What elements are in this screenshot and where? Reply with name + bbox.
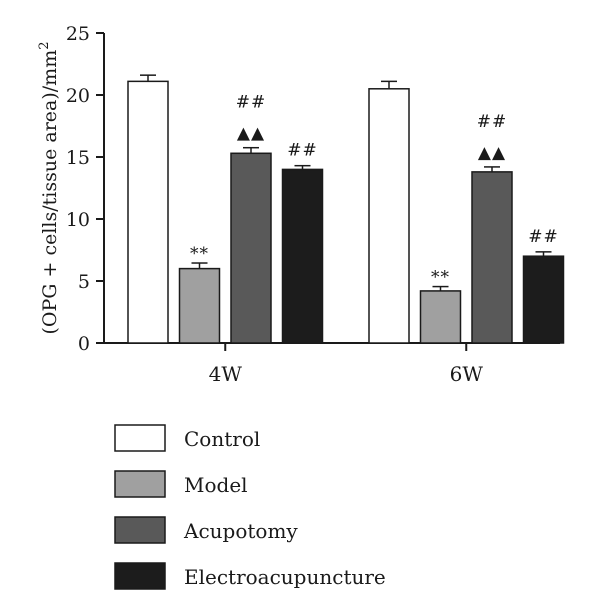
x-tick-label-4W: 4W	[209, 362, 243, 386]
annotation-model-6W: **	[431, 268, 450, 288]
y-axis: 0 5 10 15 20 25	[66, 23, 105, 355]
legend-swatch-model	[114, 470, 166, 498]
y-tick-label-2: 10	[66, 209, 90, 231]
y-tick-label-0: 0	[78, 333, 90, 355]
bars	[127, 74, 565, 344]
bar-model-6W	[419, 290, 462, 344]
x-tick-label-6W: 6W	[450, 362, 484, 386]
y-tick-label-4: 20	[66, 85, 90, 107]
legend-label-model: Model	[184, 473, 248, 497]
bar-acupotomy-4W	[230, 152, 272, 344]
annotation-extra-1: ##	[477, 112, 508, 132]
annotation-electroacupuncture-6W: ##	[528, 227, 559, 247]
annotation-acupotomy-6W: ▲▲	[478, 143, 506, 163]
annotation-acupotomy-4W: ▲▲	[237, 124, 265, 144]
bar-control-4W	[127, 80, 169, 344]
bar-electroacupuncture-4W	[281, 168, 324, 344]
legend-label-control: Control	[184, 427, 260, 451]
annotation-extra-0: ##	[236, 93, 267, 113]
bar-electroacupuncture-6W	[522, 255, 565, 344]
significance-annotations: ** ▲▲ ## ** ▲▲ ## ## ##	[190, 93, 559, 288]
annotation-model-4W: **	[190, 244, 209, 264]
bar-model-4W	[178, 267, 221, 344]
legend: Control Model Acupotomy Electroacupuncture	[114, 424, 386, 590]
bar-acupotomy-6W	[471, 171, 513, 344]
legend-label-acupotomy: Acupotomy	[183, 519, 298, 543]
legend-swatch-electroacupuncture	[114, 562, 166, 590]
legend-swatch-acupotomy	[114, 516, 166, 544]
y-tick-label-1: 5	[78, 271, 90, 293]
y-tick-label-5: 25	[66, 23, 90, 45]
bar-control-6W	[368, 88, 410, 344]
y-tick-label-3: 15	[66, 147, 90, 169]
legend-swatch-control	[114, 424, 166, 452]
y-axis-label: (OPG + cells/tissue area)/mm2	[37, 42, 61, 335]
annotation-electroacupuncture-4W: ##	[287, 141, 318, 161]
legend-label-electroacupuncture: Electroacupuncture	[184, 565, 386, 589]
x-axis: 4W 6W	[104, 342, 560, 386]
